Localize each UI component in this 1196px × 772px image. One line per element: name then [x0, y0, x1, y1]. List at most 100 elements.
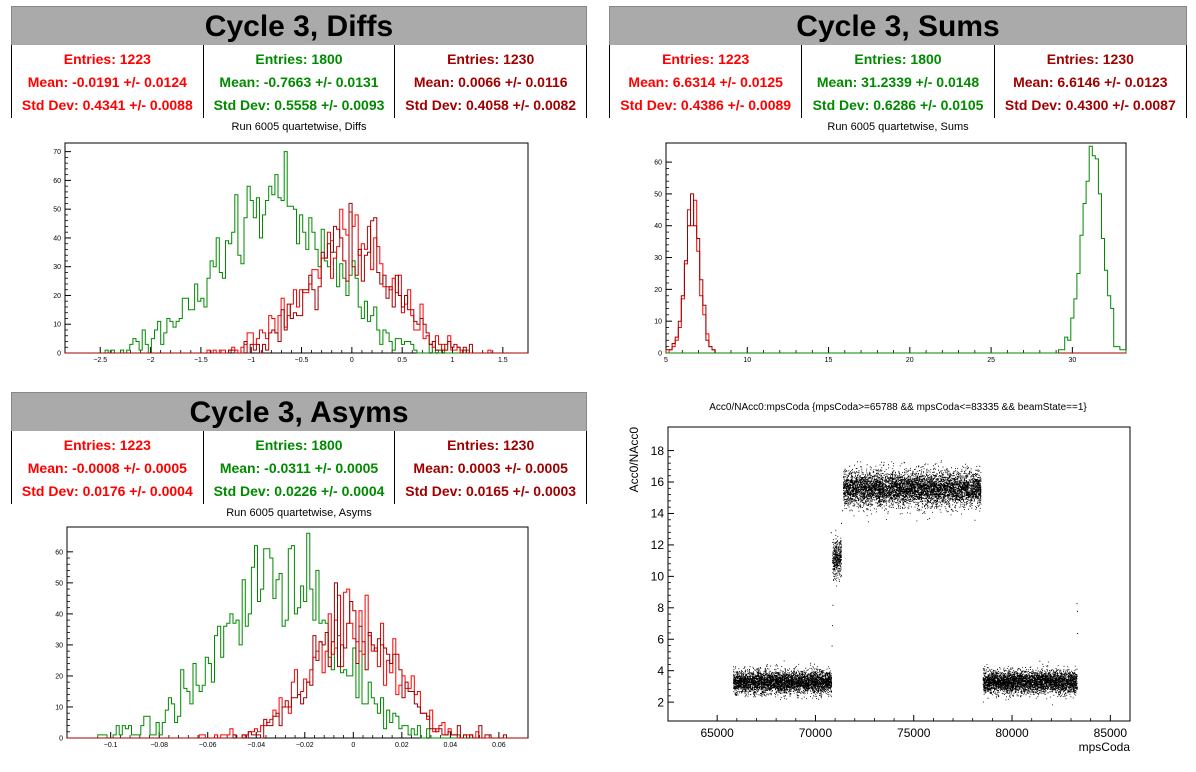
asyms-green-std: Std Dev: 0.0226 +/- 0.0004 [213, 482, 385, 499]
x-tick-label: −1 [247, 357, 255, 364]
y-tick-label: 4 [657, 664, 664, 678]
x-axis-label: mpsCoda [1079, 740, 1131, 754]
chart-1: 5 10 15 20 25 30 0 10 20 30 40 50 60 [654, 142, 1127, 364]
asyms-stat-darkred: Entries: 1230 Mean: 0.0003 +/- 0.0005 St… [394, 431, 588, 504]
diffs-red-std: Std Dev: 0.4341 +/- 0.0088 [21, 96, 193, 113]
sums-stat-darkred: Entries: 1230 Mean: 6.6146 +/- 0.0123 St… [993, 45, 1187, 118]
diffs-stats: Entries: 1223 Mean: -0.0191 +/- 0.0124 S… [11, 45, 588, 118]
sums-title: Cycle 3, Sums [609, 6, 1187, 46]
sums-stats: Entries: 1223 Mean: 6.6314 +/- 0.0125 St… [609, 45, 1187, 118]
y-tick-label: 20 [654, 287, 662, 294]
sums-green-mean: Mean: 31.2339 +/- 0.0148 [816, 73, 980, 90]
diffs-darkred-entries: Entries: 1230 [447, 50, 535, 67]
asyms-stats: Entries: 1223 Mean: -0.0008 +/- 0.0005 S… [11, 431, 588, 504]
diffs-title: Cycle 3, Diffs [11, 6, 587, 46]
y-tick-label: 20 [53, 293, 61, 300]
asyms-title: Cycle 3, Asyms [11, 392, 587, 432]
histogram-series-1 [665, 193, 1126, 354]
plot-frame [665, 142, 1127, 354]
y-tick-label: 0 [57, 350, 61, 357]
y-tick-label: 30 [53, 264, 61, 271]
x-tick-label: −0.02 [296, 742, 314, 749]
sums-stat-green: Entries: 1800 Mean: 31.2339 +/- 0.0148 S… [801, 45, 993, 118]
x-tick-label: 0.06 [492, 742, 506, 749]
asyms-red-mean: Mean: -0.0008 +/- 0.0005 [27, 459, 187, 476]
y-tick-label: 50 [55, 580, 63, 587]
sums-darkred-mean: Mean: 6.6146 +/- 0.0123 [1013, 73, 1168, 90]
histogram-series-1 [67, 588, 528, 739]
x-tick-label: 25 [987, 357, 995, 364]
y-tick-label: 40 [53, 235, 61, 242]
diffs-subtitle: Run 6005 quartetwise, Diffs [231, 121, 367, 133]
x-tick-label: −2.5 [93, 357, 107, 364]
sums-darkred-entries: Entries: 1230 [1046, 50, 1134, 67]
asyms-stat-red: Entries: 1223 Mean: -0.0008 +/- 0.0005 S… [11, 431, 203, 504]
y-tick-label: 60 [55, 549, 63, 556]
y-tick-label: 50 [654, 191, 662, 198]
histogram-series-2 [65, 202, 528, 354]
x-tick-label: 65000 [700, 726, 734, 740]
histogram-series-1 [65, 208, 528, 354]
x-tick-label: −0.08 [150, 742, 168, 749]
diffs-green-std: Std Dev: 0.5558 +/- 0.0093 [213, 96, 385, 113]
y-tick-label: 10 [651, 570, 665, 584]
x-tick-label: 0.5 [397, 357, 407, 364]
histogram-series-2 [666, 145, 1127, 354]
y-tick-label: 12 [651, 538, 665, 552]
y-tick-label: 2 [657, 695, 664, 709]
plot-frame [66, 526, 529, 739]
histogram-series-2 [67, 582, 528, 739]
asyms-darkred-std: Std Dev: 0.0165 +/- 0.0003 [405, 482, 577, 499]
plot-frame [64, 142, 529, 354]
x-tick-label: −1.5 [194, 357, 208, 364]
asyms-green-entries: Entries: 1800 [255, 436, 343, 453]
asyms-darkred-entries: Entries: 1230 [447, 436, 535, 453]
chart-2: −0.1 −0.08 −0.06 −0.04 −0.02 0 0.02 0.04 0.06 0 10… [55, 526, 529, 749]
diffs-darkred-std: Std Dev: 0.4058 +/- 0.0082 [405, 96, 577, 113]
sums-green-entries: Entries: 1800 [854, 50, 942, 67]
y-tick-label: 50 [53, 207, 61, 214]
plot-frame [667, 426, 1131, 722]
x-tick-label: 0.04 [444, 742, 458, 749]
x-tick-label: −0.1 [104, 742, 118, 749]
x-tick-label: 1 [451, 357, 455, 364]
chart-3: 65000 70000 75000 80000 85000 2 4 6 8 10 12 14 16 18 m… [627, 426, 1131, 754]
histogram-series-0 [666, 199, 1126, 354]
x-tick-label: 15 [825, 357, 833, 364]
asyms-red-entries: Entries: 1223 [63, 436, 151, 453]
x-tick-label: 0 [350, 357, 354, 364]
diffs-stat-green: Entries: 1800 Mean: -0.7663 +/- 0.0131 S… [202, 45, 395, 118]
sums-red-mean: Mean: 6.6314 +/- 0.0125 [628, 73, 783, 90]
y-tick-label: 40 [55, 611, 63, 618]
x-tick-label: −0.06 [199, 742, 217, 749]
sums-darkred-std: Std Dev: 0.4300 +/- 0.0087 [1004, 96, 1176, 113]
y-tick-label: 70 [53, 149, 61, 156]
y-tick-label: 0 [658, 350, 662, 357]
y-tick-label: 16 [651, 475, 665, 489]
y-axis-label: Acc0/NAcc0 [627, 427, 641, 493]
x-tick-label: −0.5 [295, 357, 309, 364]
x-tick-label: −2 [147, 357, 155, 364]
asyms-darkred-mean: Mean: 0.0003 +/- 0.0005 [413, 459, 568, 476]
diffs-green-entries: Entries: 1800 [255, 50, 343, 67]
y-tick-label: 0 [59, 735, 63, 742]
y-tick-label: 60 [53, 178, 61, 185]
y-tick-label: 30 [654, 255, 662, 262]
y-tick-label: 8 [657, 601, 664, 615]
histogram-series-0 [67, 532, 528, 739]
sums-red-entries: Entries: 1223 [662, 50, 750, 67]
diffs-green-mean: Mean: -0.7663 +/- 0.0131 [219, 73, 379, 90]
y-tick-label: 20 [55, 673, 63, 680]
asyms-subtitle: Run 6005 quartetwise, Asyms [226, 507, 372, 519]
sums-subtitle: Run 6005 quartetwise, Sums [827, 121, 969, 133]
x-tick-label: 5 [664, 357, 668, 364]
x-tick-label: 1.5 [498, 357, 508, 364]
scatter-title: Acc0/NAcc0:mpsCoda {mpsCoda>=65788 && mp… [709, 402, 1087, 413]
asyms-stat-green: Entries: 1800 Mean: -0.0311 +/- 0.0005 S… [202, 431, 395, 504]
y-tick-label: 30 [55, 642, 63, 649]
y-tick-label: 10 [654, 319, 662, 326]
chart-0: −2.5 −2 −1.5 −1 −0.5 0 0.5 1 1.5 0 10 20 30 40 50 60 70 [53, 142, 529, 364]
y-tick-label: 10 [55, 704, 63, 711]
diffs-stat-darkred: Entries: 1230 Mean: 0.0066 +/- 0.0116 St… [394, 45, 588, 118]
x-tick-label: 10 [743, 357, 751, 364]
